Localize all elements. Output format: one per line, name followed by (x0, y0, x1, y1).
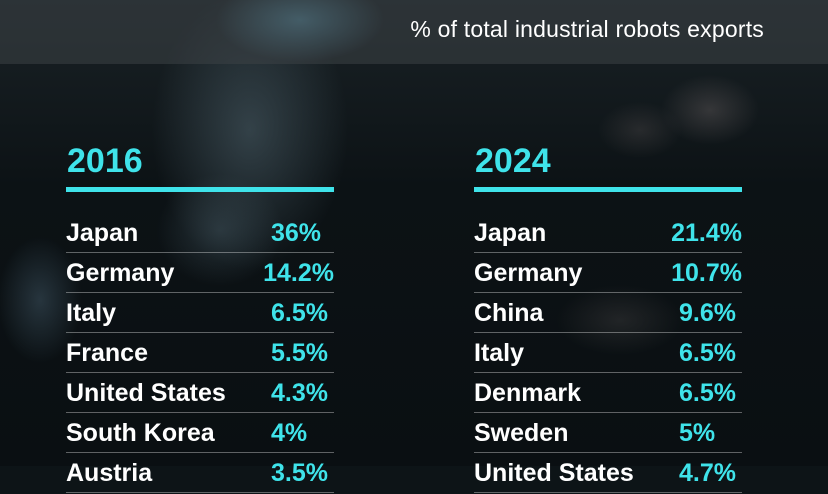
year-underline (66, 187, 334, 192)
table-row: Japan 36% (66, 214, 334, 253)
year-underline (474, 187, 742, 192)
country-name: China (474, 298, 544, 327)
export-share: 14.2% (263, 258, 334, 287)
table-row: China 9.6% (474, 294, 742, 333)
table-row: Denmark 6.5% (474, 374, 742, 413)
year-heading: 2024 (475, 142, 551, 180)
country-name: Germany (474, 258, 583, 287)
export-share: 6.5% (679, 338, 736, 367)
table-row: United States 4.3% (66, 374, 334, 413)
country-name: France (66, 338, 148, 367)
country-name: Italy (474, 338, 525, 367)
export-share: 9.6% (679, 298, 736, 327)
country-name: Japan (66, 218, 139, 247)
table-row: United States 4.7% (474, 454, 742, 493)
table-row: Italy 6.5% (66, 294, 334, 333)
export-share: 6.5% (679, 378, 736, 407)
export-share: 5.5% (271, 338, 328, 367)
country-name: Austria (66, 458, 153, 487)
export-share: 4% (271, 418, 308, 447)
export-share: 10.7% (671, 258, 742, 287)
table-row: Sweden 5% (474, 414, 742, 453)
country-name: Japan (474, 218, 547, 247)
table-row: Austria 3.5% (66, 454, 334, 493)
country-name: Italy (66, 298, 117, 327)
export-share: 4.3% (271, 378, 328, 407)
country-name: South Korea (66, 418, 215, 447)
country-name: Sweden (474, 418, 569, 447)
export-share: 36% (271, 218, 322, 247)
table-row: France 5.5% (66, 334, 334, 373)
export-share: 21.4% (671, 218, 742, 247)
export-share: 5% (679, 418, 716, 447)
country-name: Germany (66, 258, 175, 287)
country-name: United States (474, 458, 634, 487)
column-2024: 2024 Japan 21.4% Germany 10.7% China 9.6% I… (474, 140, 742, 494)
country-name: Denmark (474, 378, 581, 407)
country-name: United States (66, 378, 226, 407)
table-row: Germany 14.2% (66, 254, 334, 293)
table-row: South Korea 4% (66, 414, 334, 453)
table-row: Italy 6.5% (474, 334, 742, 373)
subtitle: % of total industrial robots exports (410, 16, 764, 42)
header-band: % of total industrial robots exports (0, 0, 828, 64)
table-row: Japan 21.4% (474, 214, 742, 253)
table-row: Germany 10.7% (474, 254, 742, 293)
background-image (0, 0, 828, 466)
export-share: 4.7% (679, 458, 736, 487)
column-2016: 2016 Japan 36% Germany 14.2% Italy 6.5% Fra… (66, 140, 334, 494)
export-share: 3.5% (271, 458, 328, 487)
export-share: 6.5% (271, 298, 328, 327)
year-heading: 2016 (67, 142, 143, 180)
